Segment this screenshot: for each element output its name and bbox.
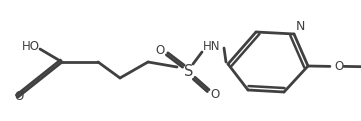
Text: HN: HN <box>203 39 221 53</box>
Text: O: O <box>334 60 343 73</box>
Text: O: O <box>14 91 23 103</box>
Text: HO: HO <box>22 41 40 53</box>
Text: O: O <box>155 44 165 57</box>
Text: S: S <box>184 64 194 79</box>
Text: N: N <box>296 20 305 33</box>
Text: O: O <box>210 88 219 102</box>
